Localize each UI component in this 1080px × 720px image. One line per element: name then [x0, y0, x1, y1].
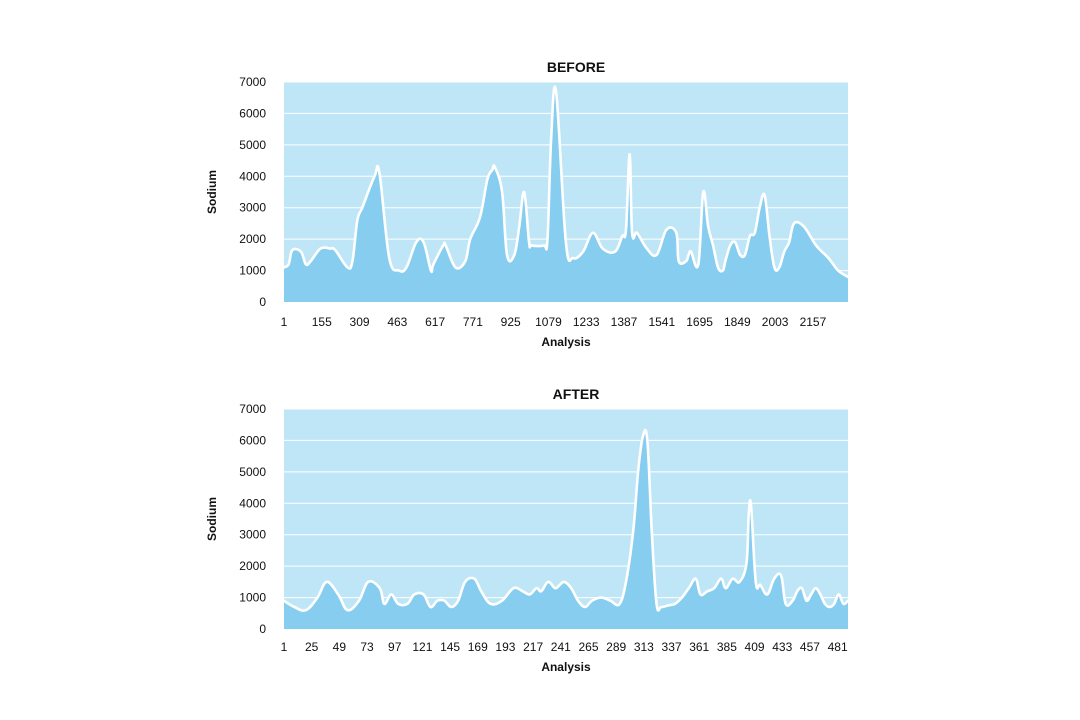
x-tick-label: 313: [634, 640, 654, 654]
y-tick-label: 3000: [239, 201, 266, 215]
chart-title: AFTER: [553, 386, 600, 402]
x-tick-label: 217: [523, 640, 543, 654]
x-tick-label: 289: [606, 640, 626, 654]
y-tick-label: 0: [259, 295, 266, 309]
y-tick-label: 6000: [239, 433, 266, 447]
series-line: [282, 428, 850, 612]
x-tick-label: 481: [828, 640, 848, 654]
y-tick-label: 7000: [239, 402, 266, 416]
x-tick-label: 1233: [573, 315, 600, 329]
x-tick-label: 1849: [724, 315, 751, 329]
y-tick-label: 7000: [239, 75, 266, 89]
y-axis-label: Sodium: [205, 170, 219, 214]
x-tick-label: 241: [551, 640, 571, 654]
x-tick-label: 433: [772, 640, 792, 654]
series-area: [284, 430, 848, 629]
y-tick-label: 5000: [239, 138, 266, 152]
x-tick-label: 265: [578, 640, 598, 654]
x-tick-label: 1387: [611, 315, 638, 329]
y-tick-label: 2000: [239, 232, 266, 246]
chart-title: BEFORE: [547, 59, 605, 75]
x-tick-label: 1695: [686, 315, 713, 329]
x-axis-label: Analysis: [541, 335, 591, 349]
x-tick-label: 73: [360, 640, 374, 654]
x-tick-label: 169: [468, 640, 488, 654]
x-tick-label: 385: [717, 640, 737, 654]
x-tick-label: 155: [312, 315, 332, 329]
x-tick-label: 1: [281, 315, 288, 329]
series-line: [282, 85, 850, 279]
x-tick-label: 925: [501, 315, 521, 329]
x-tick-label: 1541: [648, 315, 675, 329]
x-tick-label: 309: [350, 315, 370, 329]
chart-after: AFTER 0 1000 2000 3000 4000 5000 6000 7000 1 25 49 7…: [205, 386, 850, 674]
x-axis-label: Analysis: [541, 660, 591, 674]
x-tick-label: 361: [689, 640, 709, 654]
x-tick-label: 1079: [535, 315, 562, 329]
y-tick-label: 3000: [239, 528, 266, 542]
x-tick-label: 771: [463, 315, 483, 329]
y-tick-label: 1000: [239, 591, 266, 605]
x-tick-label: 409: [745, 640, 765, 654]
x-tick-label: 25: [305, 640, 319, 654]
y-tick-label: 2000: [239, 559, 266, 573]
x-tick-label: 337: [662, 640, 682, 654]
y-tick-label: 6000: [239, 106, 266, 120]
y-tick-label: 4000: [239, 169, 266, 183]
x-tick-label: 617: [425, 315, 445, 329]
x-tick-label: 121: [412, 640, 432, 654]
y-tick-label: 4000: [239, 496, 266, 510]
x-tick-label: 1: [281, 640, 288, 654]
x-tick-label: 145: [440, 640, 460, 654]
x-tick-label: 2157: [800, 315, 827, 329]
x-tick-label: 463: [387, 315, 407, 329]
y-axis-label: Sodium: [205, 497, 219, 541]
x-tick-label: 97: [388, 640, 402, 654]
chart-before: BEFORE 0 1000 2000 3000 4000 5000 6000 7000 1 155 3…: [205, 59, 850, 349]
x-tick-label: 457: [800, 640, 820, 654]
x-tick-label: 193: [495, 640, 515, 654]
x-tick-label: 49: [333, 640, 347, 654]
x-tick-label: 2003: [762, 315, 789, 329]
y-tick-label: 5000: [239, 465, 266, 479]
y-tick-label: 0: [259, 622, 266, 636]
y-tick-label: 1000: [239, 264, 266, 278]
